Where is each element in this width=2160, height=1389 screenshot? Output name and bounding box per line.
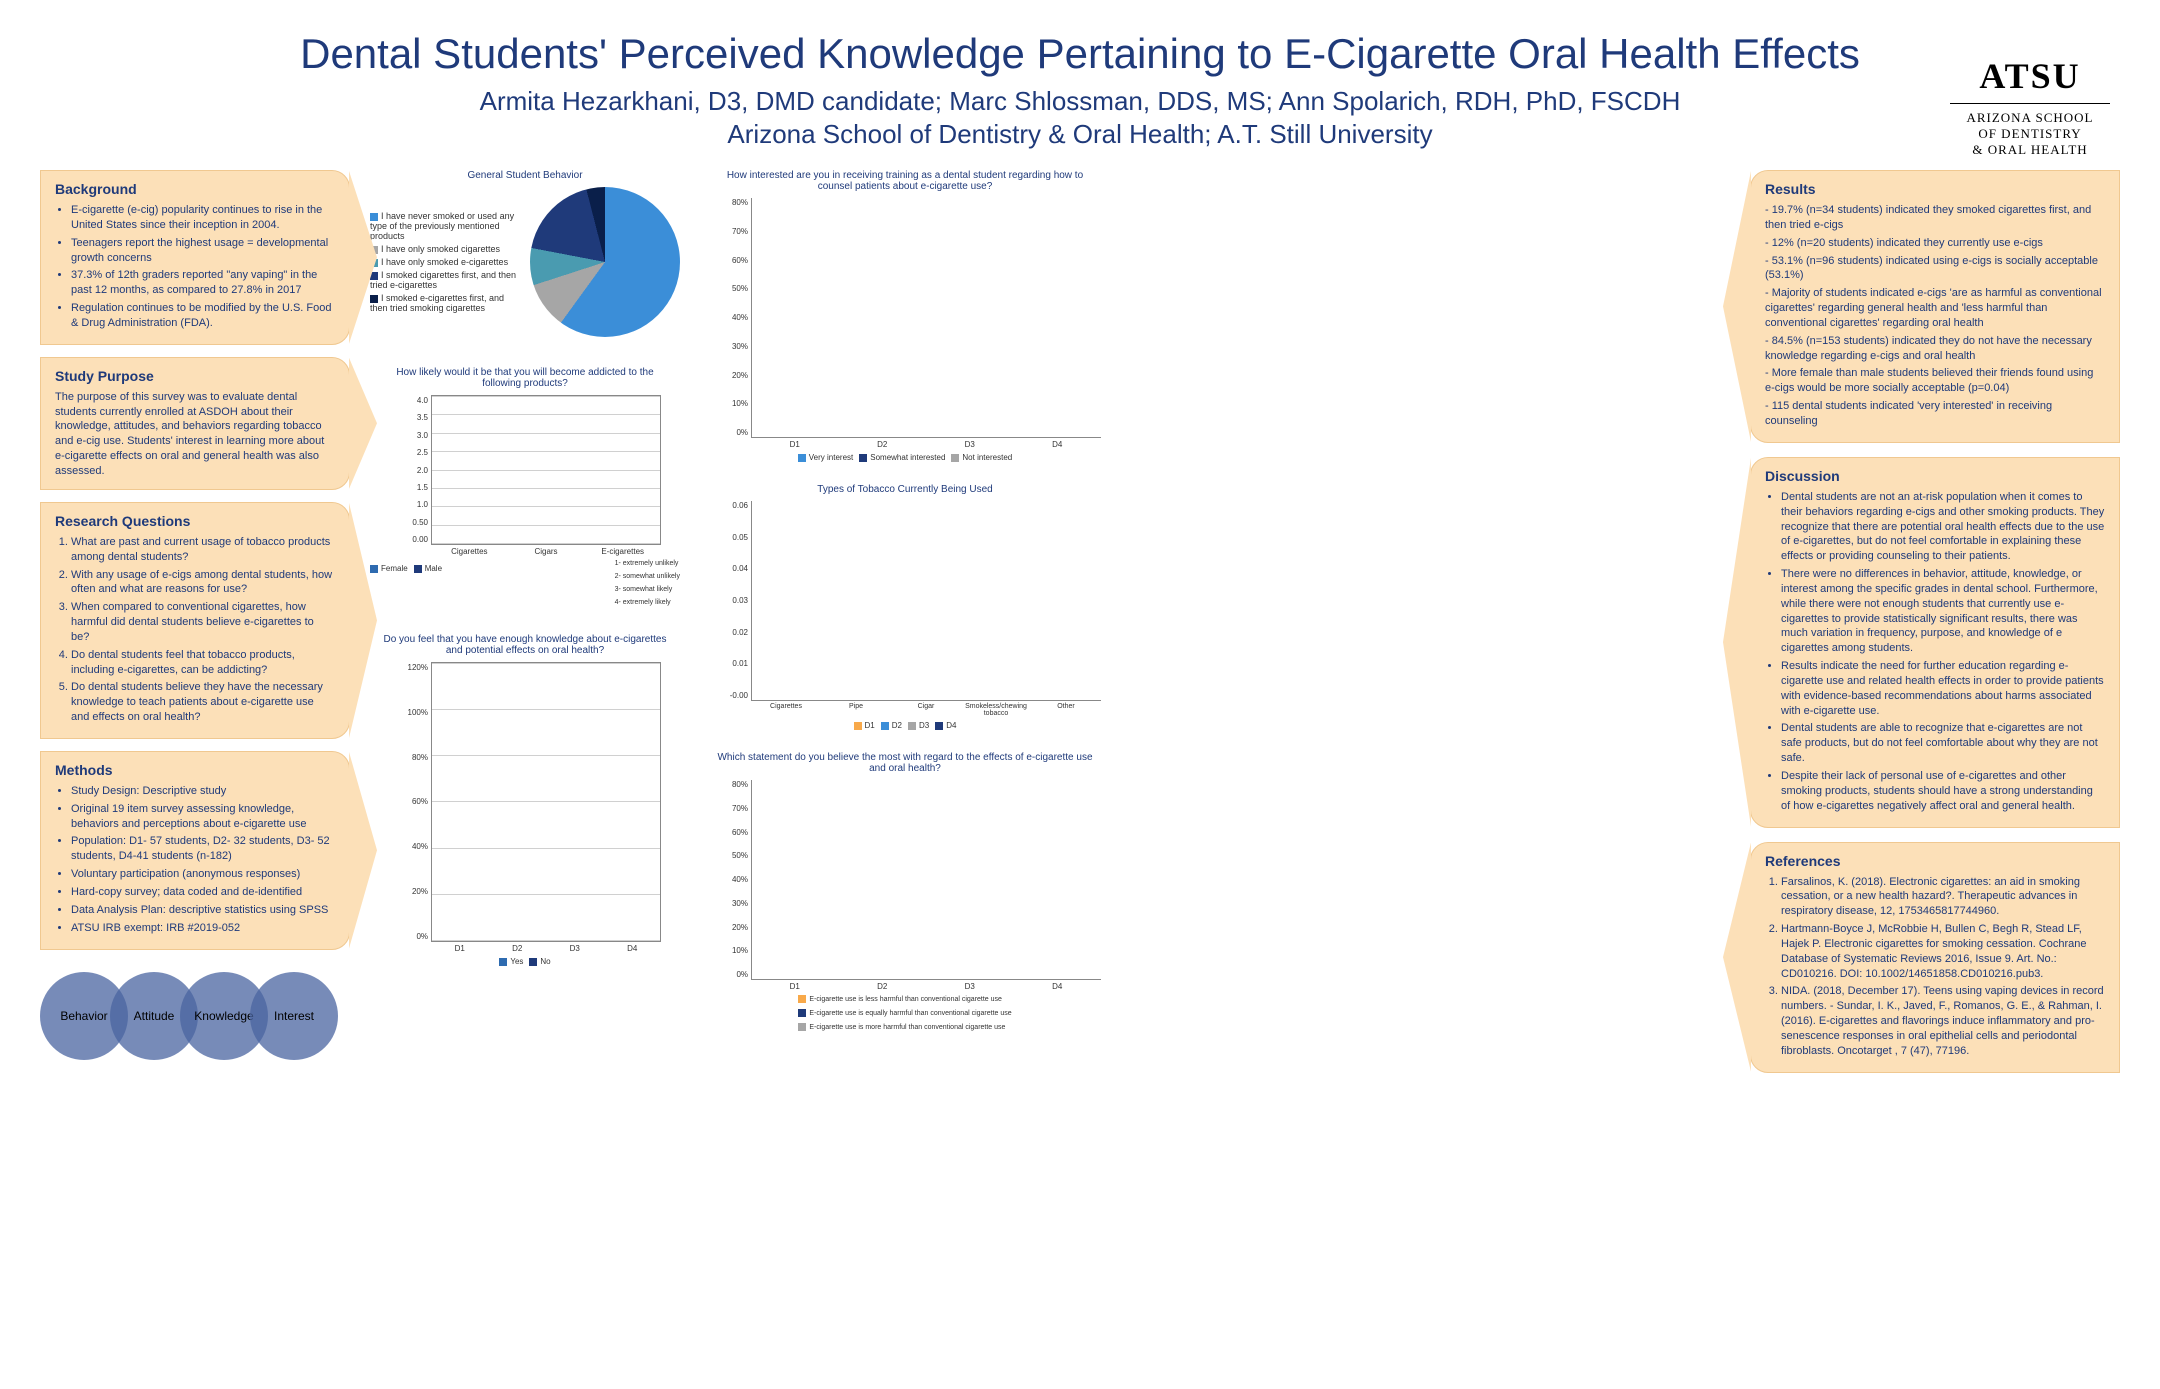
pie-graphic [530,187,680,337]
references-heading: References [1765,853,2105,869]
methods-heading: Methods [55,762,335,778]
logo-main: ATSU [1950,55,2110,97]
atsu-logo: ATSU ARIZONA SCHOOL OF DENTISTRY & ORAL … [1950,55,2110,158]
discussion-heading: Discussion [1765,468,2105,484]
methods-box: Methods Study Design: Descriptive studyO… [40,751,350,950]
references-list: Farsalinos, K. (2018). Electronic cigare… [1765,875,2105,1059]
interest-area: 80%70%60%50%40%30%20%10%0% [751,198,1101,438]
belief-area: 80%70%60%50%40%30%20%10%0% [751,780,1101,980]
content-grid: Background E-cigarette (e-cig) popularit… [0,170,2160,1389]
belief-chart: Which statement do you believe the most … [700,752,1110,1031]
right-column: Results - 19.7% (n=34 students) indicate… [1750,170,2120,1369]
types-area: 0.060.050.040.030.020.01-0.00 [751,501,1101,701]
venn-diagram: Behavior Attitude Knowledge Interest [40,972,350,1060]
purpose-text: The purpose of this survey was to evalua… [55,390,335,479]
pie-legend-1: I have only smoked cigarettes [370,244,520,254]
interest-title: How interested are you in receiving trai… [710,170,1100,192]
discussion-box: Discussion Dental students are not an at… [1750,457,2120,828]
left-column: Background E-cigarette (e-cig) popularit… [40,170,350,1369]
interest-chart: How interested are you in receiving trai… [700,170,1110,462]
knowledge-area: 120%100%80%60%40%20%0% [431,662,661,942]
background-box: Background E-cigarette (e-cig) popularit… [40,170,350,345]
methods-list: Study Design: Descriptive studyOriginal … [55,784,335,936]
belief-title: Which statement do you believe the most … [710,752,1100,774]
addiction-area: 4.03.53.02.52.01.51.00.500.00 [431,395,661,545]
title-area: Dental Students' Perceived Knowledge Per… [0,0,2160,160]
logo-sub3: & ORAL HEALTH [1950,142,2110,158]
pie-title: General Student Behavior [467,170,582,181]
types-title: Types of Tobacco Currently Being Used [817,484,992,495]
results-box: Results - 19.7% (n=34 students) indicate… [1750,170,2120,443]
pie-legend: I have never smoked or used any type of … [370,211,520,313]
logo-sub2: OF DENTISTRY [1950,126,2110,142]
background-list: E-cigarette (e-cig) popularity continues… [55,203,335,331]
pie-legend-3: I smoked cigarettes first, and then trie… [370,270,520,290]
background-heading: Background [55,181,335,197]
pie-legend-4: I smoked e-cigarettes first, and then tr… [370,293,520,313]
addiction-title: How likely would it be that you will bec… [378,367,673,389]
mid-column-1: General Student Behavior I have never sm… [370,170,680,1369]
addiction-scale: 1- extremely unlikely2- somewhat unlikel… [615,560,680,609]
discussion-list: Dental students are not an at-risk popul… [1765,490,2105,814]
questions-box: Research Questions What are past and cur… [40,502,350,739]
knowledge-title: Do you feel that you have enough knowled… [378,634,673,656]
questions-heading: Research Questions [55,513,335,529]
results-list: - 19.7% (n=34 students) indicated they s… [1765,203,2105,429]
mid-column-2: How interested are you in receiving trai… [700,170,1110,1369]
logo-divider [1950,103,2110,104]
pie-legend-0: I have never smoked or used any type of … [370,211,520,241]
pie-legend-2: I have only smoked e-cigarettes [370,257,520,267]
venn-interest: Interest [250,972,338,1060]
references-box: References Farsalinos, K. (2018). Electr… [1750,842,2120,1073]
authors: Armita Hezarkhani, D3, DMD candidate; Ma… [40,86,2120,117]
results-heading: Results [1765,181,2105,197]
main-title: Dental Students' Perceived Knowledge Per… [40,30,2120,78]
purpose-box: Study Purpose The purpose of this survey… [40,357,350,490]
purpose-heading: Study Purpose [55,368,335,384]
addiction-chart: How likely would it be that you will bec… [370,367,680,609]
pie-chart: General Student Behavior I have never sm… [370,170,680,337]
affiliation: Arizona School of Dentistry & Oral Healt… [40,119,2120,150]
logo-sub1: ARIZONA SCHOOL [1950,110,2110,126]
knowledge-chart: Do you feel that you have enough knowled… [370,634,680,966]
types-chart: Types of Tobacco Currently Being Used 0.… [700,484,1110,730]
questions-list: What are past and current usage of tobac… [55,535,335,725]
